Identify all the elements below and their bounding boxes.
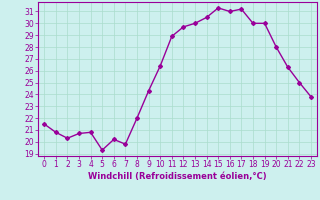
X-axis label: Windchill (Refroidissement éolien,°C): Windchill (Refroidissement éolien,°C): [88, 172, 267, 181]
